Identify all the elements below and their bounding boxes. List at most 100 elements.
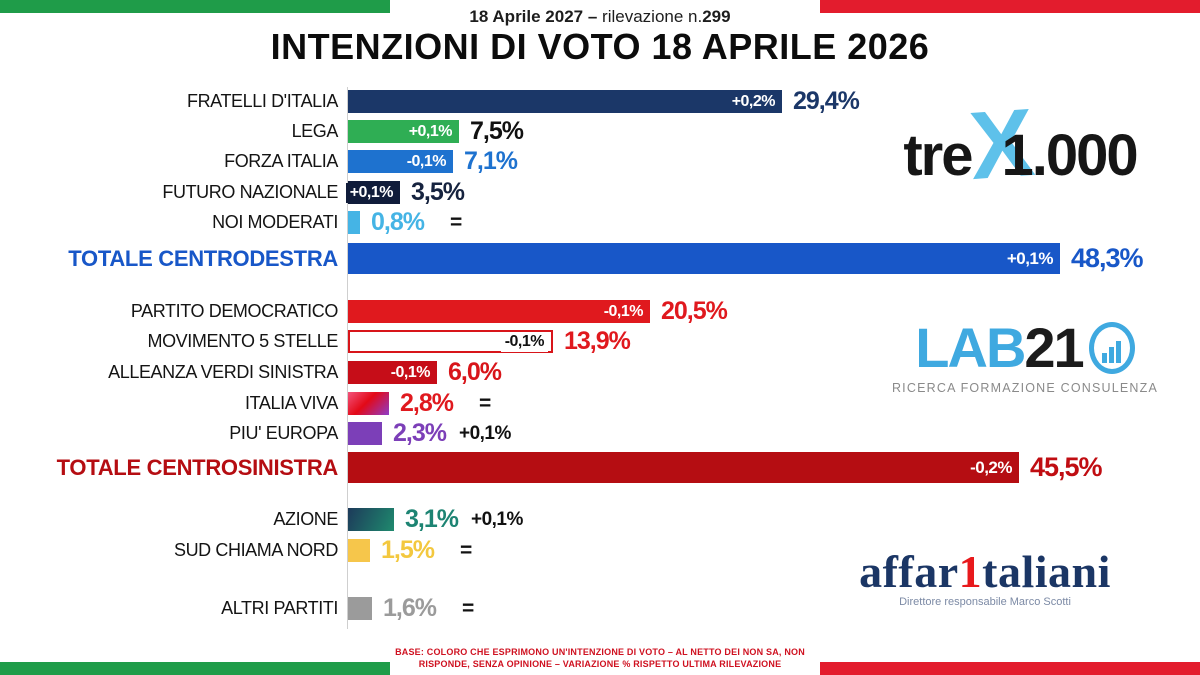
party-label-partito-democratico: PARTITO DEMOCRATICO xyxy=(130,301,338,321)
methodology-line-2: RISPONDE, SENZA OPINIONE – VARIAZIONE % … xyxy=(418,659,782,670)
bar-movimento-5-stelle: -0,1% xyxy=(348,330,553,353)
bar-totale-centrosinistra: -0,2% xyxy=(348,452,1019,483)
bar-row-totale-centrosinistra: TOTALE CENTROSINISTRA -0,2% 45,5% xyxy=(0,452,1200,483)
bar-sud-chiama-nord xyxy=(348,539,370,562)
bar-row-fratelli-d-italia: FRATELLI D'ITALIA +0,2% 29,4% xyxy=(0,87,1200,115)
bar-row-futuro-nazionale: FUTURO NAZIONALE +0,1% 3,5% xyxy=(0,178,1200,206)
value-label-azione: 3,1% xyxy=(405,505,459,533)
party-label-forza-italia: FORZA ITALIA xyxy=(224,151,338,171)
affari-tagline: Direttore responsabile Marco Scotti xyxy=(899,596,1071,608)
flag-stripe-red-top xyxy=(820,0,1200,13)
bar-futuro-nazionale: +0,1% xyxy=(345,181,400,204)
bar-row-partito-democratico: PARTITO DEMOCRATICO -0,1% 20,5% xyxy=(0,297,1200,325)
tre1000-part1: tre xyxy=(903,123,973,188)
survey-date-line: 18 Aprile 2027 – rilevazione n.299 xyxy=(469,7,731,26)
party-label-movimento-5-stelle: MOVIMENTO 5 STELLE xyxy=(147,331,338,351)
lab21-tagline: RICERCA FORMAZIONE CONSULENZA xyxy=(891,381,1159,395)
survey-wave-number: 299 xyxy=(702,7,731,26)
value-label-totale-centrodestra: 48,3% xyxy=(1071,243,1144,273)
value-label-forza-italia: 7,1% xyxy=(464,147,518,175)
party-label-altri-partiti: ALTRI PARTITI xyxy=(221,598,338,618)
party-label-piu-europa: PIU' EUROPA xyxy=(229,423,338,443)
bar-totale-centrodestra: +0,1% xyxy=(348,243,1060,274)
lab21-logo: LAB 21 RICERCA FORMAZIONE CONSULENZA xyxy=(875,315,1175,405)
bar-partito-democratico: -0,1% xyxy=(348,300,650,323)
change-badge-movimento-5-stelle: -0,1% xyxy=(500,331,548,352)
bar-row-totale-centrodestra: TOTALE CENTRODESTRA +0,1% 48,3% xyxy=(0,243,1200,274)
bar-noi-moderati xyxy=(348,211,360,234)
value-label-fratelli-d-italia: 29,4% xyxy=(793,87,860,115)
bar-forza-italia: -0,1% xyxy=(348,150,453,173)
change-badge-totale-centrodestra: +0,1% xyxy=(1002,247,1057,270)
value-label-lega: 7,5% xyxy=(470,117,524,145)
change-badge-partito-democratico: -0,1% xyxy=(599,301,647,322)
methodology-note: BASE: COLORO CHE ESPRIMONO UN'INTENZIONE… xyxy=(390,646,810,670)
party-label-totale-centrodestra: TOTALE CENTRODESTRA xyxy=(68,245,338,271)
bar-row-italia-viva: ITALIA VIVA 2,8% = xyxy=(0,389,1200,417)
value-label-italia-viva: 2,8% xyxy=(400,389,454,417)
party-label-totale-centrosinistra: TOTALE CENTROSINISTRA xyxy=(56,454,339,480)
bar-row-alleanza-verdi-sinistra: ALLEANZA VERDI SINISTRA -0,1% 6,0% xyxy=(0,358,1200,386)
baseline-axis xyxy=(347,87,348,629)
survey-wave-label: rilevazione n. xyxy=(602,7,703,26)
bar-row-azione: AZIONE 3,1% +0,1% xyxy=(0,505,1200,533)
no-change-equals-italia-viva: = xyxy=(478,391,492,415)
value-label-futuro-nazionale: 3,5% xyxy=(411,178,465,206)
bar-row-forza-italia: FORZA ITALIA -0,1% 7,1% xyxy=(0,147,1200,175)
party-label-azione: AZIONE xyxy=(273,509,338,529)
value-label-movimento-5-stelle: 13,9% xyxy=(564,327,631,355)
value-label-altri-partiti: 1,6% xyxy=(383,594,437,622)
bar-row-sud-chiama-nord: SUD CHIAMA NORD 1,5% = xyxy=(0,536,1200,564)
party-label-fratelli-d-italia: FRATELLI D'ITALIA xyxy=(186,91,338,111)
bar-row-movimento-5-stelle: MOVIMENTO 5 STELLE -0,1% 13,9% xyxy=(0,327,1200,355)
party-label-lega: LEGA xyxy=(291,121,339,141)
no-change-equals-altri-partiti: = xyxy=(461,596,475,620)
bar-row-noi-moderati: NOI MODERATI 0,8% = xyxy=(0,208,1200,236)
lab21-21-text: 21 xyxy=(1024,316,1084,379)
change-badge-totale-centrosinistra: -0,2% xyxy=(966,456,1016,479)
change-badge-forza-italia: -0,1% xyxy=(402,151,450,172)
lab21-lab-text: LAB xyxy=(915,316,1026,379)
change-badge-alleanza-verdi-sinistra: -0,1% xyxy=(386,362,434,383)
value-label-partito-democratico: 20,5% xyxy=(661,297,728,325)
value-label-sud-chiama-nord: 1,5% xyxy=(381,536,435,564)
change-label-piu-europa: +0,1% xyxy=(458,422,511,444)
party-label-italia-viva: ITALIA VIVA xyxy=(245,393,338,413)
affari-part1: affar xyxy=(859,546,959,597)
bar-fratelli-d-italia: +0,2% xyxy=(348,90,782,113)
affari-part3: taliani xyxy=(982,546,1111,597)
bar-italia-viva xyxy=(348,392,389,415)
no-change-equals-noi-moderati: = xyxy=(449,210,463,234)
affari-red-one: 1 xyxy=(958,546,983,597)
affaritaliani-logo: affar1taliani Direttore responsabile Mar… xyxy=(785,545,1185,608)
value-label-totale-centrosinistra: 45,5% xyxy=(1030,452,1103,482)
party-label-futuro-nazionale: FUTURO NAZIONALE xyxy=(162,182,338,202)
value-label-piu-europa: 2,3% xyxy=(393,419,447,447)
bar-azione xyxy=(348,508,394,531)
tre1000-logo: X tre 1.000 xyxy=(860,89,1180,200)
bar-row-lega: LEGA +0,1% 7,5% xyxy=(0,117,1200,145)
no-change-equals-sud-chiama-nord: = xyxy=(459,538,473,562)
flag-stripe-green-bottom xyxy=(0,662,390,675)
value-label-noi-moderati: 0,8% xyxy=(371,208,425,236)
party-label-alleanza-verdi-sinistra: ALLEANZA VERDI SINISTRA xyxy=(108,362,338,382)
bar-alleanza-verdi-sinistra: -0,1% xyxy=(348,361,437,384)
poll-bar-chart: FRATELLI D'ITALIA +0,2% 29,4% LEGA +0,1% 7,5%… xyxy=(0,87,1200,635)
change-badge-lega: +0,1% xyxy=(404,121,456,142)
value-label-alleanza-verdi-sinistra: 6,0% xyxy=(448,358,502,386)
bar-piu-europa xyxy=(348,422,382,445)
page-title: INTENZIONI DI VOTO 18 APRILE 2026 xyxy=(270,26,930,67)
bar-row-piu-europa: PIU' EUROPA 2,3% +0,1% xyxy=(0,419,1200,447)
change-badge-futuro-nazionale: +0,1% xyxy=(345,182,397,203)
flag-stripe-red-bottom xyxy=(820,662,1200,675)
lab21-barchart-icon xyxy=(1088,321,1135,374)
bar-row-altri-partiti: ALTRI PARTITI 1,6% = xyxy=(0,594,1200,622)
tre1000-part2: 1.000 xyxy=(1001,123,1139,188)
party-label-sud-chiama-nord: SUD CHIAMA NORD xyxy=(173,540,338,560)
survey-date: 18 Aprile 2027 xyxy=(469,7,584,26)
change-badge-fratelli-d-italia: +0,2% xyxy=(727,91,779,112)
party-label-noi-moderati: NOI MODERATI xyxy=(212,212,338,232)
bar-altri-partiti xyxy=(348,597,372,620)
bar-lega: +0,1% xyxy=(348,120,459,143)
